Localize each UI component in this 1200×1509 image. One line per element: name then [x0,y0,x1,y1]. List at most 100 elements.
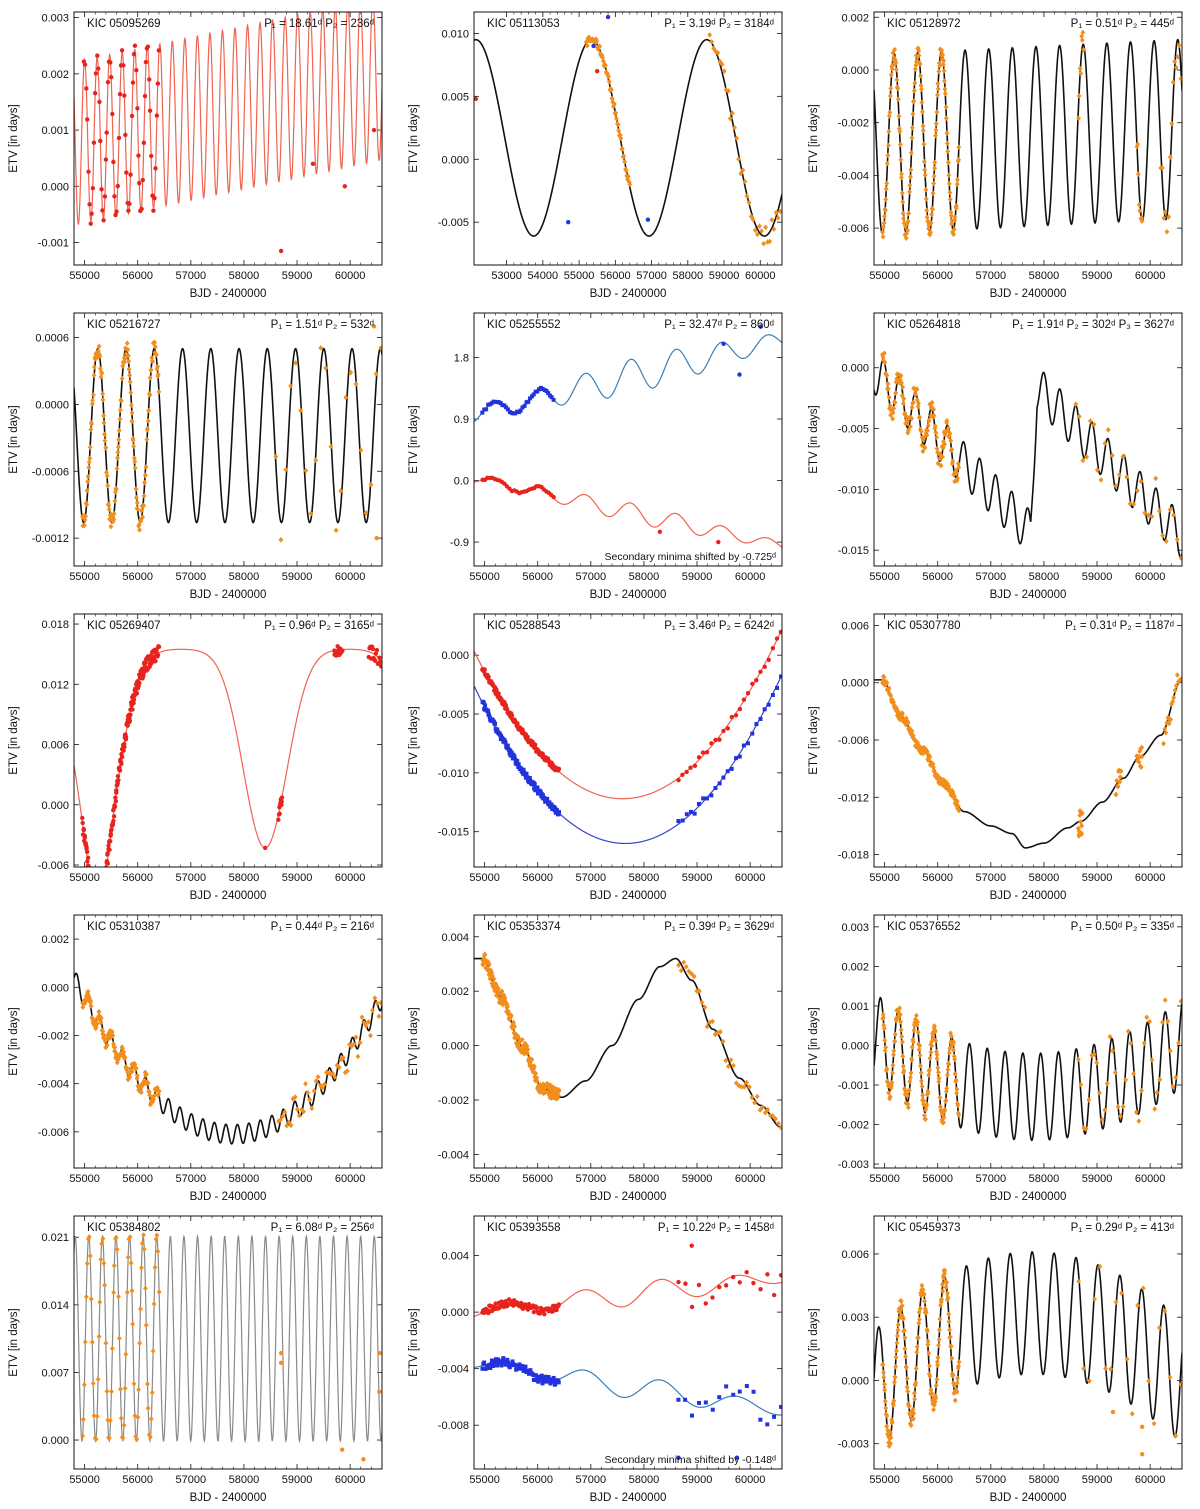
plot-area [874,996,1182,1142]
data-point [904,1375,910,1382]
data-point [946,1061,952,1068]
data-point [893,59,899,66]
data-point [342,184,348,189]
data-point [152,1092,157,1099]
data-point [85,988,91,995]
data-point [1112,1069,1118,1076]
data-point [584,42,590,49]
data-point [519,766,524,771]
data-point [882,359,888,366]
data-point [703,1400,708,1405]
data-point [917,1042,923,1049]
x-tick-label: 55000 [69,270,100,282]
data-point [141,1246,147,1253]
data-point [102,883,106,887]
data-point [318,345,324,351]
data-point [923,1107,929,1113]
data-point [133,486,139,492]
data-point [106,1435,112,1441]
data-point [113,799,119,804]
data-point [729,766,734,771]
plot-frame [473,11,783,266]
data-point [504,706,510,712]
data-point [96,896,100,900]
data-point [933,120,939,127]
data-point [372,658,378,663]
data-point [897,128,903,135]
data-point [908,150,914,156]
x-tick-label: 58000 [229,1173,260,1185]
y-tick-label: 0.002 [441,986,469,998]
data-point [892,1374,898,1380]
plot-frame [873,1215,1183,1470]
model-curve [74,648,382,867]
data-point [1139,218,1145,224]
data-point [740,167,746,173]
data-point [956,1359,962,1365]
data-point [1154,1089,1160,1096]
data-point [880,354,886,361]
data-point [111,159,116,165]
etv-panel: 55000 56000 57000 58000 59000 60000 -0.015 -0.0… [400,602,800,903]
data-point [886,128,892,135]
data-point [119,48,125,53]
etv-chart: 55000 56000 57000 58000 59000 60000-0.0012-0.… [8,312,383,601]
data-point [741,1084,747,1090]
data-point [491,1363,496,1368]
data-point [512,754,517,759]
x-tick-label: 54000 [528,270,559,282]
data-point [131,697,137,702]
data-point [750,681,755,687]
data-point [102,879,106,883]
data-point [913,1379,919,1386]
data-point [1167,1047,1173,1054]
data-point [881,1374,887,1381]
y-tick-label: 0.0 [454,476,469,488]
y-tick-label: 0.0006 [35,333,69,345]
data-point [104,1388,110,1395]
data-point [915,1334,921,1341]
data-point [911,98,917,104]
data-point [96,1008,102,1015]
data-point [943,104,949,110]
data-point [142,479,147,486]
data-point [96,897,100,901]
data-point [1175,678,1181,685]
data-point [723,1057,729,1064]
data-point [480,410,485,415]
data-point [116,135,122,141]
data-point [540,1381,545,1386]
data-point [83,513,89,520]
data-point [279,799,284,804]
data-point [1124,1356,1130,1362]
data-point [145,425,150,432]
data-point [713,786,718,791]
data-point [926,222,932,229]
data-point [703,1301,708,1306]
data-point [933,1395,939,1402]
data-point [133,494,139,501]
data-point [883,207,888,214]
data-point [951,1047,956,1053]
data-point [97,897,101,901]
data-point [946,1311,952,1318]
x-tick-label: 56000 [922,1173,953,1185]
etv-panel: 55000 56000 57000 58000 59000 60000 -0.006 -0.0… [800,0,1200,301]
data-point [952,214,958,220]
data-point [927,1067,932,1073]
x-tick-label: 59000 [282,872,313,884]
x-tick-label: 60000 [1135,1173,1166,1185]
data-point [95,53,100,58]
data-point [106,502,111,509]
data-point [910,1406,916,1413]
data-point [930,761,936,768]
data-point [947,189,953,196]
data-point [111,516,117,523]
data-point [1160,532,1166,539]
data-point [888,85,894,92]
y-tick-label: -0.005 [838,424,869,436]
period-label: P₁ = 6.08ᵈ P₂ = 256ᵈ [271,1222,374,1234]
data-point [919,99,925,106]
data-point [952,1397,958,1404]
data-point [922,167,928,173]
